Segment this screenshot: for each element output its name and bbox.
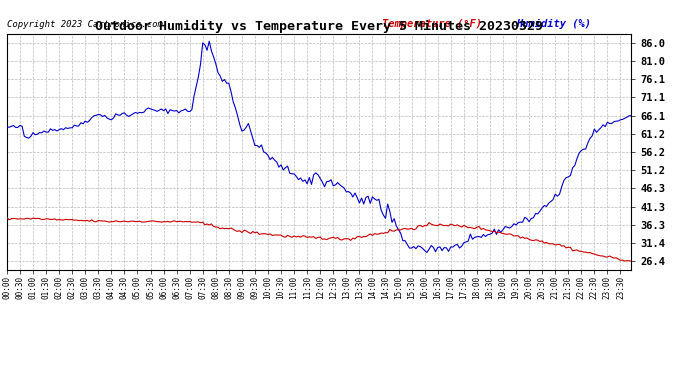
Text: Temperature (°F): Temperature (°F) — [382, 19, 482, 29]
Title: Outdoor Humidity vs Temperature Every 5 Minutes 20230329: Outdoor Humidity vs Temperature Every 5 … — [95, 20, 543, 33]
Text: Humidity (%): Humidity (%) — [516, 19, 591, 29]
Text: Copyright 2023 Cartronics.com: Copyright 2023 Cartronics.com — [7, 20, 163, 29]
